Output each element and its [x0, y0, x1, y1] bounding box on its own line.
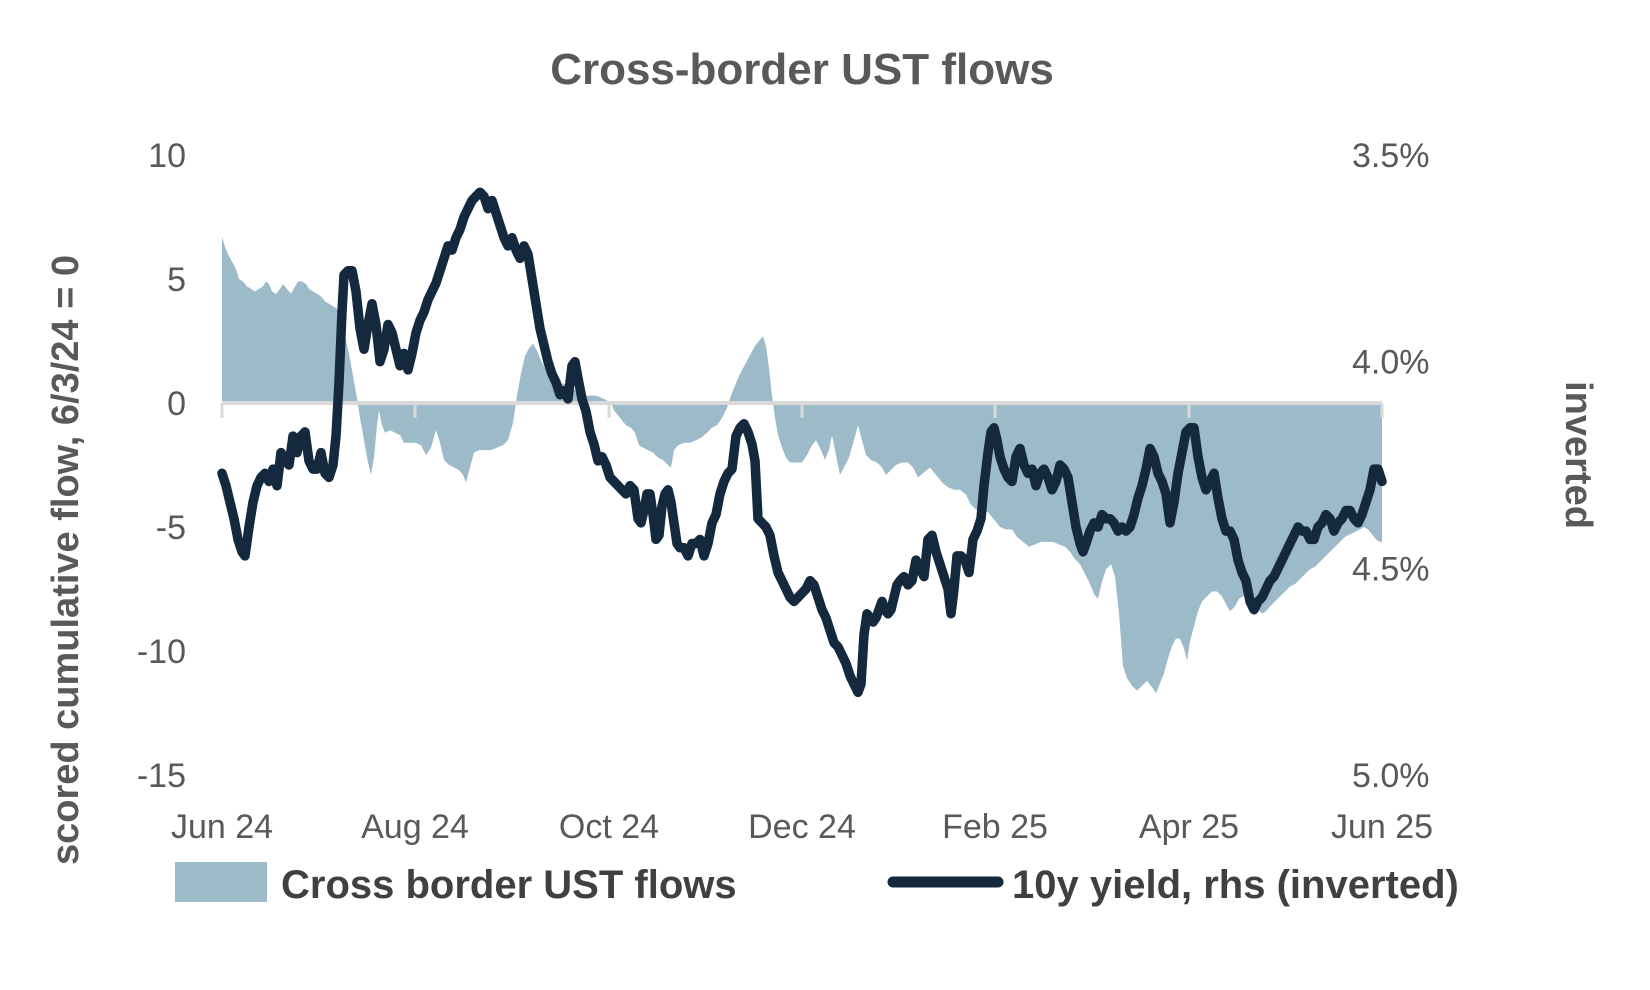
x-tick-label: Feb 25: [942, 808, 1048, 846]
chart-title: Cross-border UST flows: [550, 45, 1054, 94]
left-axis-tick-labels: 10 5 0 -5 -10 -15: [137, 137, 186, 795]
left-tick-label: 10: [148, 137, 186, 175]
legend-area-swatch: [175, 862, 267, 902]
legend-item-yield: 10y yield, rhs (inverted): [887, 863, 1459, 907]
right-tick-label: 5.0%: [1352, 757, 1430, 795]
right-tick-label: 4.0%: [1352, 344, 1430, 382]
legend-flows-label: Cross border UST flows: [281, 863, 737, 907]
yield-line-series: [217, 187, 1387, 698]
x-tick-label: Aug 24: [361, 808, 469, 846]
x-tick-label: Jun 24: [171, 808, 273, 846]
left-axis-title: scored cumulative flow, 6/3/24 = 0: [45, 255, 87, 865]
left-tick-label: 5: [167, 261, 186, 299]
left-tick-label: 0: [167, 385, 186, 423]
x-axis-tick-labels: Jun 24 Aug 24 Oct 24 Dec 24 Feb 25 Apr 25 Jun …: [171, 808, 1433, 846]
x-tick-label: Jun 25: [1331, 808, 1433, 846]
right-axis-tick-labels: 3.5% 4.0% 4.5% 5.0%: [1352, 137, 1430, 795]
left-tick-label: -10: [137, 633, 186, 671]
right-tick-label: 3.5%: [1352, 137, 1430, 175]
right-axis-title: inverted: [1557, 381, 1599, 529]
x-tick-label: Oct 24: [559, 808, 659, 846]
legend: Cross border UST flows 10y yield, rhs (i…: [175, 862, 1459, 907]
legend-item-flows: Cross border UST flows: [175, 862, 737, 907]
legend-yield-label: 10y yield, rhs (inverted): [1012, 863, 1459, 907]
right-tick-label: 4.5%: [1352, 550, 1430, 588]
x-tick-label: Apr 25: [1139, 808, 1239, 846]
left-tick-label: -5: [156, 509, 186, 547]
x-tick-label: Dec 24: [748, 808, 856, 846]
plot-area: [217, 187, 1387, 698]
left-tick-label: -15: [137, 757, 186, 795]
flows-area-series: [222, 236, 1382, 694]
